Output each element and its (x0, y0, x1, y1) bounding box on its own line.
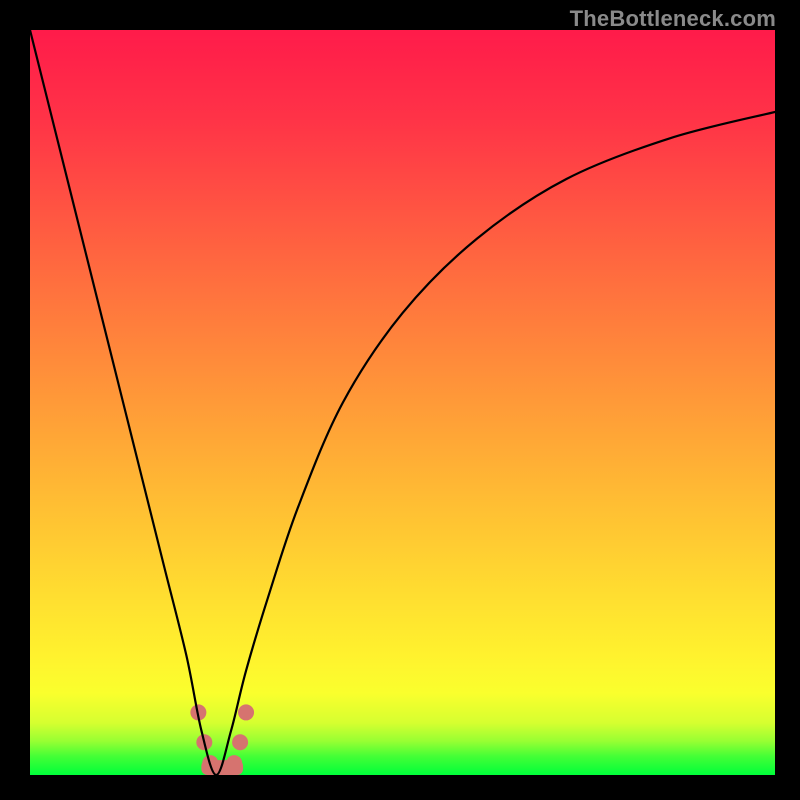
bottleneck-curve (30, 30, 775, 775)
valley-marker (238, 704, 254, 720)
watermark-text: TheBottleneck.com (570, 6, 776, 32)
valley-marker (226, 755, 242, 771)
chart-svg (30, 30, 775, 775)
valley-marker (232, 734, 248, 750)
chart-plot-area (30, 30, 775, 775)
